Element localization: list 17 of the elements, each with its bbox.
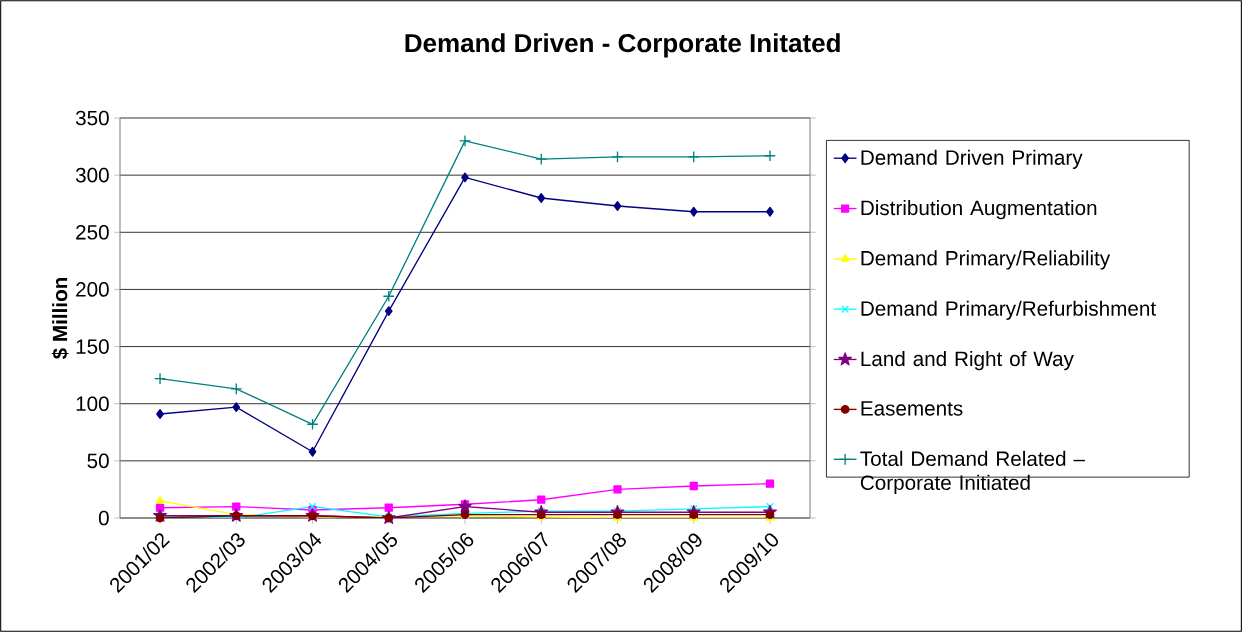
legend-label: Demand Primary/Reliability <box>861 250 1111 270</box>
legend-label: Total Demand Related – Corporate Initiated <box>860 450 1085 495</box>
y-tick-label: 150 <box>76 339 109 354</box>
legend-label: Easements <box>861 401 963 416</box>
legend-label: Demand Primary/Refurbishment <box>861 300 1156 320</box>
y-axis-title: $ Million <box>51 277 69 360</box>
y-tick-label: 250 <box>76 224 109 240</box>
y-tick-label: 50 <box>87 453 109 469</box>
y-tick-label: 300 <box>75 167 109 183</box>
y-tick-label: 100 <box>76 396 109 412</box>
y-tick-label: 350 <box>75 110 109 126</box>
y-tick-label: 0 <box>98 510 109 526</box>
chart-title: Demand Driven - Corporate Initated <box>405 33 840 58</box>
y-tick-label: 200 <box>76 282 109 297</box>
legend-label: Distribution Augmentation <box>861 200 1097 220</box>
legend-label: Land and Right of Way <box>861 350 1074 371</box>
legend-label: Demand Driven Primary <box>861 149 1083 169</box>
